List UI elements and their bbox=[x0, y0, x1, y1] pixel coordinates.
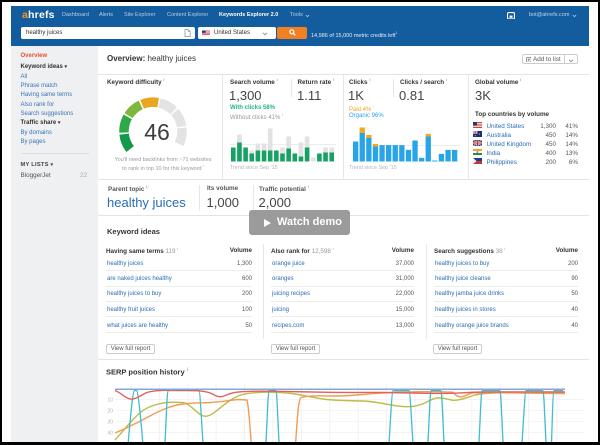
svg-text:20: 20 bbox=[107, 409, 113, 415]
svg-text:40: 40 bbox=[107, 431, 113, 437]
svg-text:10: 10 bbox=[107, 398, 113, 404]
svg-text:30: 30 bbox=[107, 420, 113, 426]
